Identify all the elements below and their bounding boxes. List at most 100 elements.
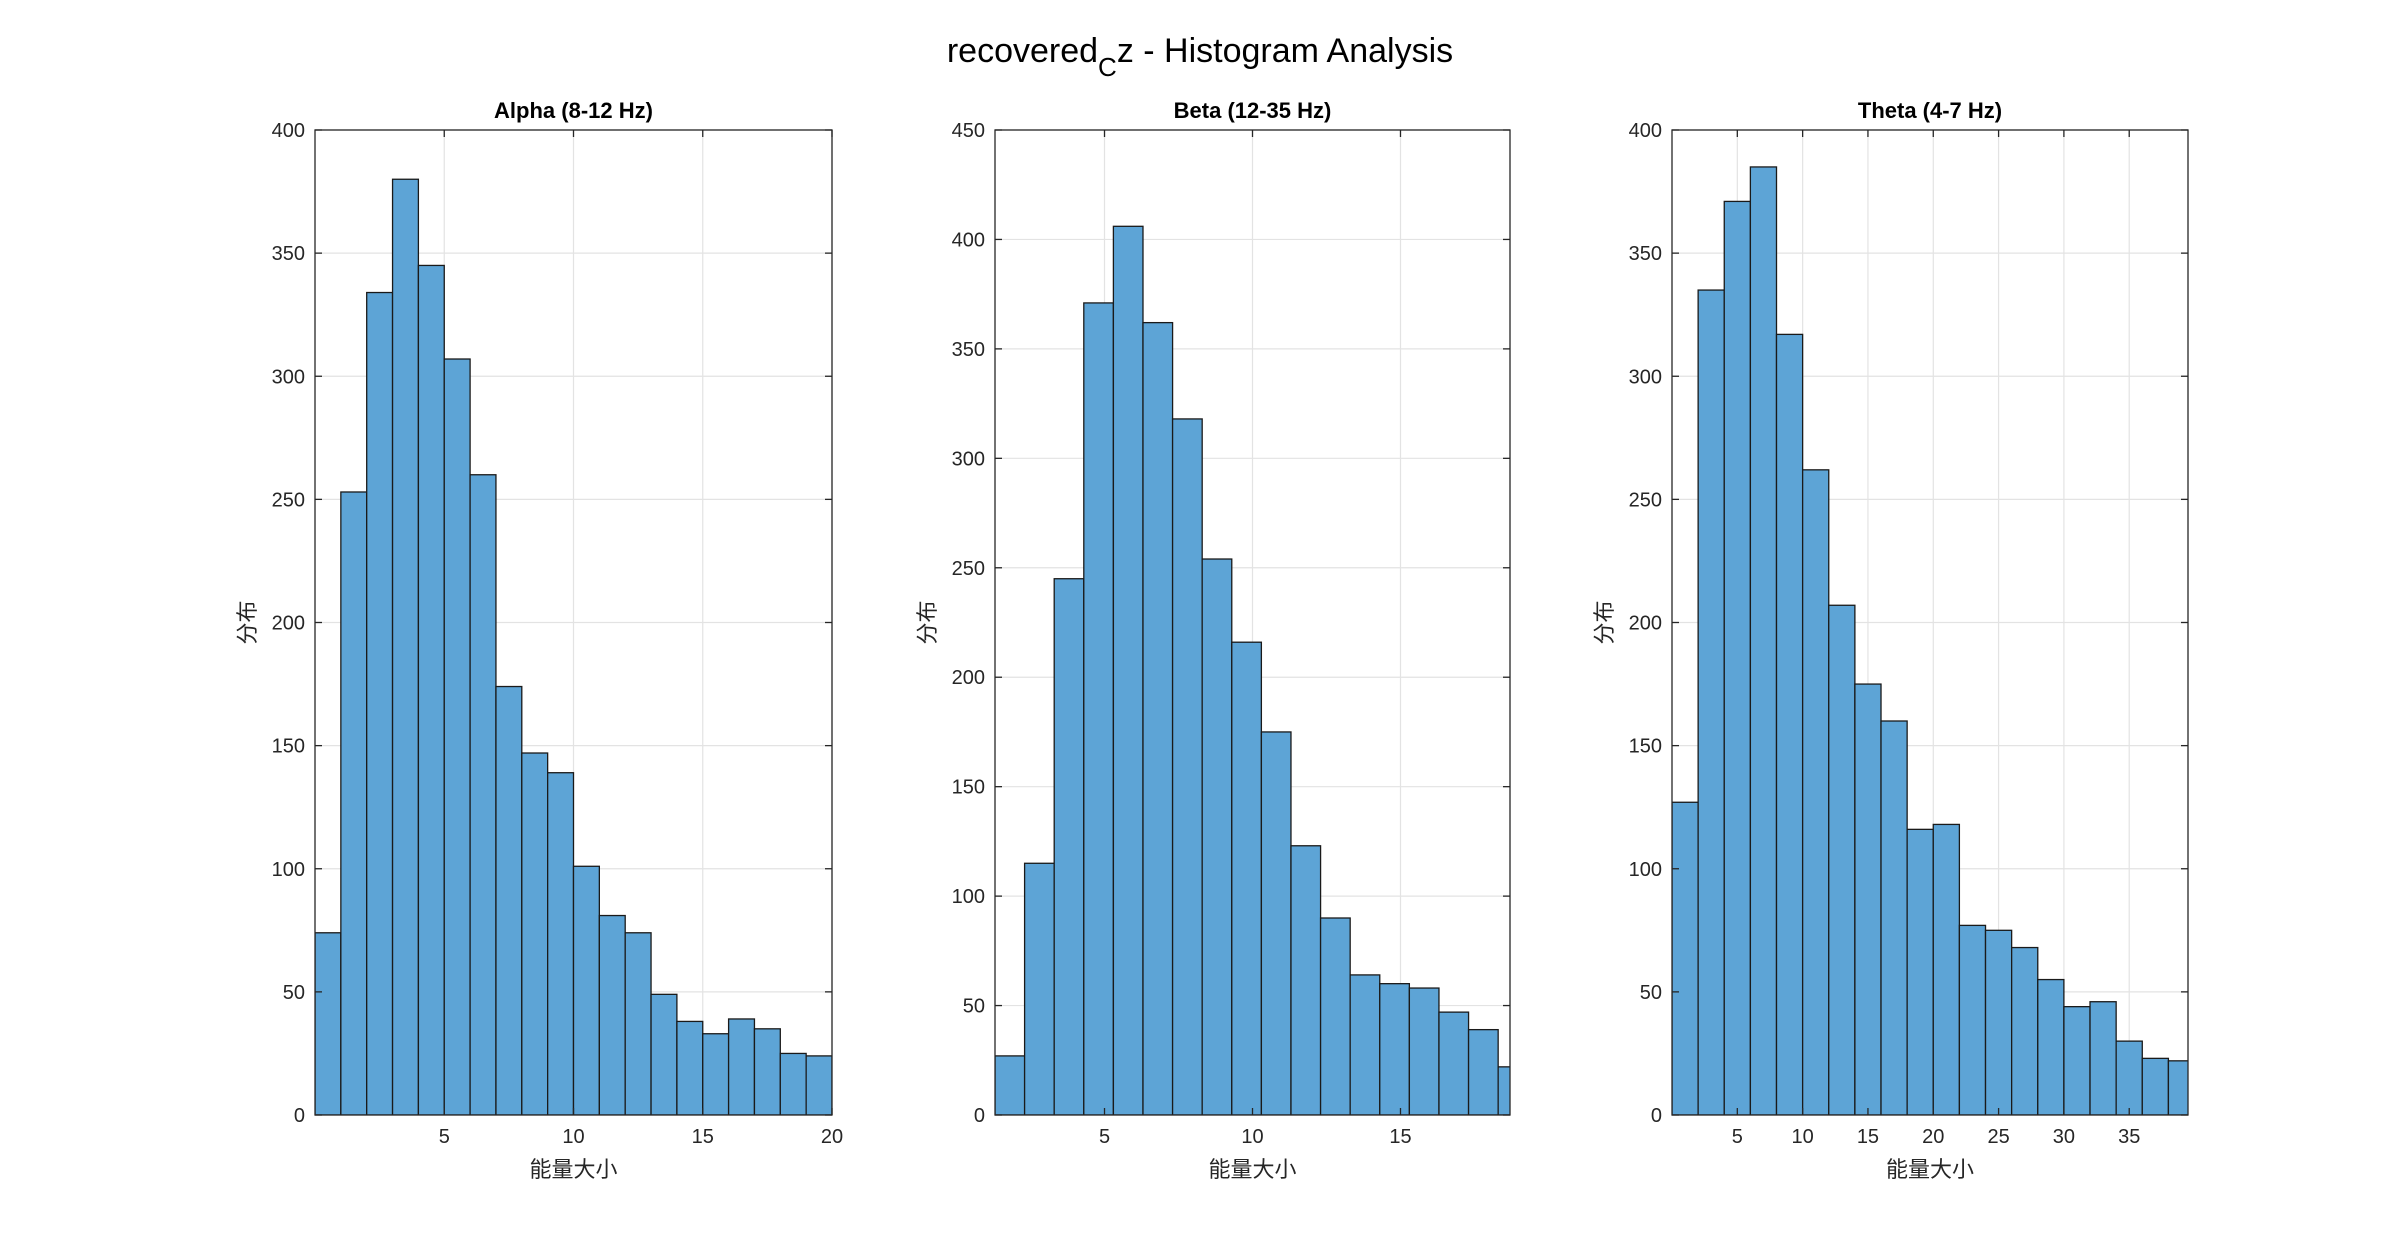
histogram-bar bbox=[1171, 418, 1203, 1115]
histogram-bar bbox=[1142, 321, 1174, 1115]
histogram-bar bbox=[598, 914, 626, 1115]
y-tick-label: 350 bbox=[272, 243, 305, 265]
bars bbox=[995, 225, 1510, 1115]
histogram-bar bbox=[2141, 1057, 2170, 1115]
histogram-bar bbox=[1379, 983, 1411, 1115]
histogram-bar bbox=[1201, 558, 1233, 1115]
y-tick-label: 250 bbox=[272, 489, 305, 511]
x-tick-label: 10 bbox=[562, 1126, 584, 1148]
y-tick-label: 0 bbox=[1651, 1105, 1662, 1127]
x-tick-label: 15 bbox=[1389, 1126, 1411, 1148]
histogram-bar bbox=[1290, 845, 1322, 1115]
x-tick-label: 15 bbox=[692, 1126, 714, 1148]
y-tick-label: 150 bbox=[1629, 736, 1662, 758]
histogram-bar bbox=[1083, 302, 1115, 1115]
histogram-bar bbox=[753, 1028, 781, 1115]
x-tick-label: 20 bbox=[821, 1126, 843, 1148]
y-tick-label: 100 bbox=[952, 886, 985, 908]
bars bbox=[1672, 166, 2188, 1115]
histogram-bar bbox=[727, 1018, 756, 1115]
histogram-bar bbox=[1497, 1066, 1510, 1115]
y-tick-label: 100 bbox=[1629, 859, 1662, 881]
histogram-bar bbox=[1932, 823, 1961, 1115]
y-axis-label: 分布 bbox=[916, 600, 941, 644]
histogram-bar bbox=[995, 1055, 1026, 1115]
histogram-bar bbox=[315, 932, 342, 1115]
histogram-panel-1: 0 50 100 150 200 250 300 350 400 5 10 15 20 Alpha (8-… bbox=[236, 98, 843, 1183]
histogram-bar bbox=[1854, 683, 1882, 1115]
panel-title: Beta (12-35 Hz) bbox=[1174, 98, 1332, 123]
histogram-panel-2: 0 50 100 150 200 250 300 350 400 450 5 10 15 Beta (12… bbox=[916, 98, 1511, 1183]
histogram-bar bbox=[702, 1033, 730, 1115]
histogram-panel-3: 0 50 100 150 200 250 300 350 400 5 10 15 20 25 30 35 The… bbox=[1593, 98, 2189, 1183]
histogram-bar bbox=[1023, 862, 1055, 1115]
histogram-bar bbox=[624, 932, 652, 1115]
bars bbox=[315, 178, 832, 1115]
histogram-bar bbox=[1828, 604, 1856, 1115]
y-tick-label: 200 bbox=[272, 613, 305, 635]
histogram-bar bbox=[469, 474, 497, 1115]
y-tick-label: 150 bbox=[272, 736, 305, 758]
histogram-bar bbox=[1408, 987, 1440, 1115]
y-tick-label: 250 bbox=[1629, 489, 1662, 511]
histogram-bar bbox=[1775, 333, 1804, 1115]
x-axis-label: 能量大小 bbox=[1208, 1158, 1296, 1183]
histogram-bar bbox=[1231, 641, 1263, 1115]
histogram-bar bbox=[1749, 166, 1778, 1115]
x-tick-label: 25 bbox=[1987, 1126, 2009, 1148]
histogram-bar bbox=[495, 685, 523, 1115]
x-tick-label: 15 bbox=[1857, 1126, 1879, 1148]
histogram-bar bbox=[443, 358, 471, 1115]
histogram-bar bbox=[779, 1052, 807, 1115]
y-tick-label: 200 bbox=[952, 667, 985, 689]
y-tick-label: 200 bbox=[1629, 613, 1662, 635]
x-tick-label: 10 bbox=[1241, 1126, 1263, 1148]
y-tick-label: 50 bbox=[283, 982, 305, 1004]
histogram-bar bbox=[1438, 1011, 1470, 1115]
x-axis-label: 能量大小 bbox=[1886, 1158, 1974, 1183]
x-tick-label: 10 bbox=[1792, 1126, 1814, 1148]
y-tick-label: 400 bbox=[952, 229, 985, 251]
histogram-bar bbox=[1697, 289, 1725, 1115]
y-tick-label: 50 bbox=[963, 996, 985, 1018]
y-tick-label: 300 bbox=[952, 448, 985, 470]
y-tick-label: 400 bbox=[1629, 120, 1662, 142]
x-tick-label: 30 bbox=[2053, 1126, 2075, 1148]
y-tick-label: 300 bbox=[272, 366, 305, 388]
panel-title: Theta (4-7 Hz) bbox=[1858, 98, 2002, 123]
histogram-bar bbox=[1880, 720, 1908, 1115]
y-axis-label: 分布 bbox=[236, 600, 261, 644]
histogram-bar bbox=[547, 772, 575, 1115]
histogram-bar bbox=[572, 865, 601, 1115]
figure-title: recoveredCz - Histogram Analysis bbox=[947, 32, 1453, 82]
y-tick-label: 250 bbox=[952, 558, 985, 580]
histogram-bar bbox=[2167, 1060, 2188, 1115]
histogram-bar bbox=[1958, 924, 1987, 1115]
figure-title-subscript: C bbox=[1098, 52, 1117, 82]
histogram-bar bbox=[1112, 225, 1144, 1115]
figure-title-tail: z - Histogram Analysis bbox=[1117, 32, 1453, 70]
x-tick-label: 35 bbox=[2118, 1126, 2140, 1148]
x-tick-label: 5 bbox=[1732, 1126, 1743, 1148]
histogram-bar bbox=[417, 264, 445, 1115]
x-tick-label: 5 bbox=[439, 1126, 450, 1148]
histogram-bar bbox=[1672, 801, 1699, 1115]
y-tick-label: 300 bbox=[1629, 366, 1662, 388]
histogram-bar bbox=[1319, 917, 1351, 1115]
histogram-bar bbox=[2115, 1040, 2143, 1115]
y-tick-label: 0 bbox=[294, 1105, 305, 1127]
histogram-bar bbox=[1801, 469, 1830, 1115]
histogram-bar bbox=[2089, 1001, 2117, 1115]
y-tick-label: 350 bbox=[1629, 243, 1662, 265]
histogram-bar bbox=[1349, 974, 1381, 1115]
histogram-bar bbox=[676, 1020, 704, 1115]
histogram-bar bbox=[1053, 578, 1085, 1115]
y-tick-label: 150 bbox=[952, 777, 985, 799]
panel-title: Alpha (8-12 Hz) bbox=[494, 98, 653, 123]
histogram-bar bbox=[1723, 200, 1752, 1115]
histogram-bar bbox=[521, 752, 549, 1115]
x-tick-label: 20 bbox=[1922, 1126, 1944, 1148]
figure-title-main: recovered bbox=[947, 32, 1098, 70]
